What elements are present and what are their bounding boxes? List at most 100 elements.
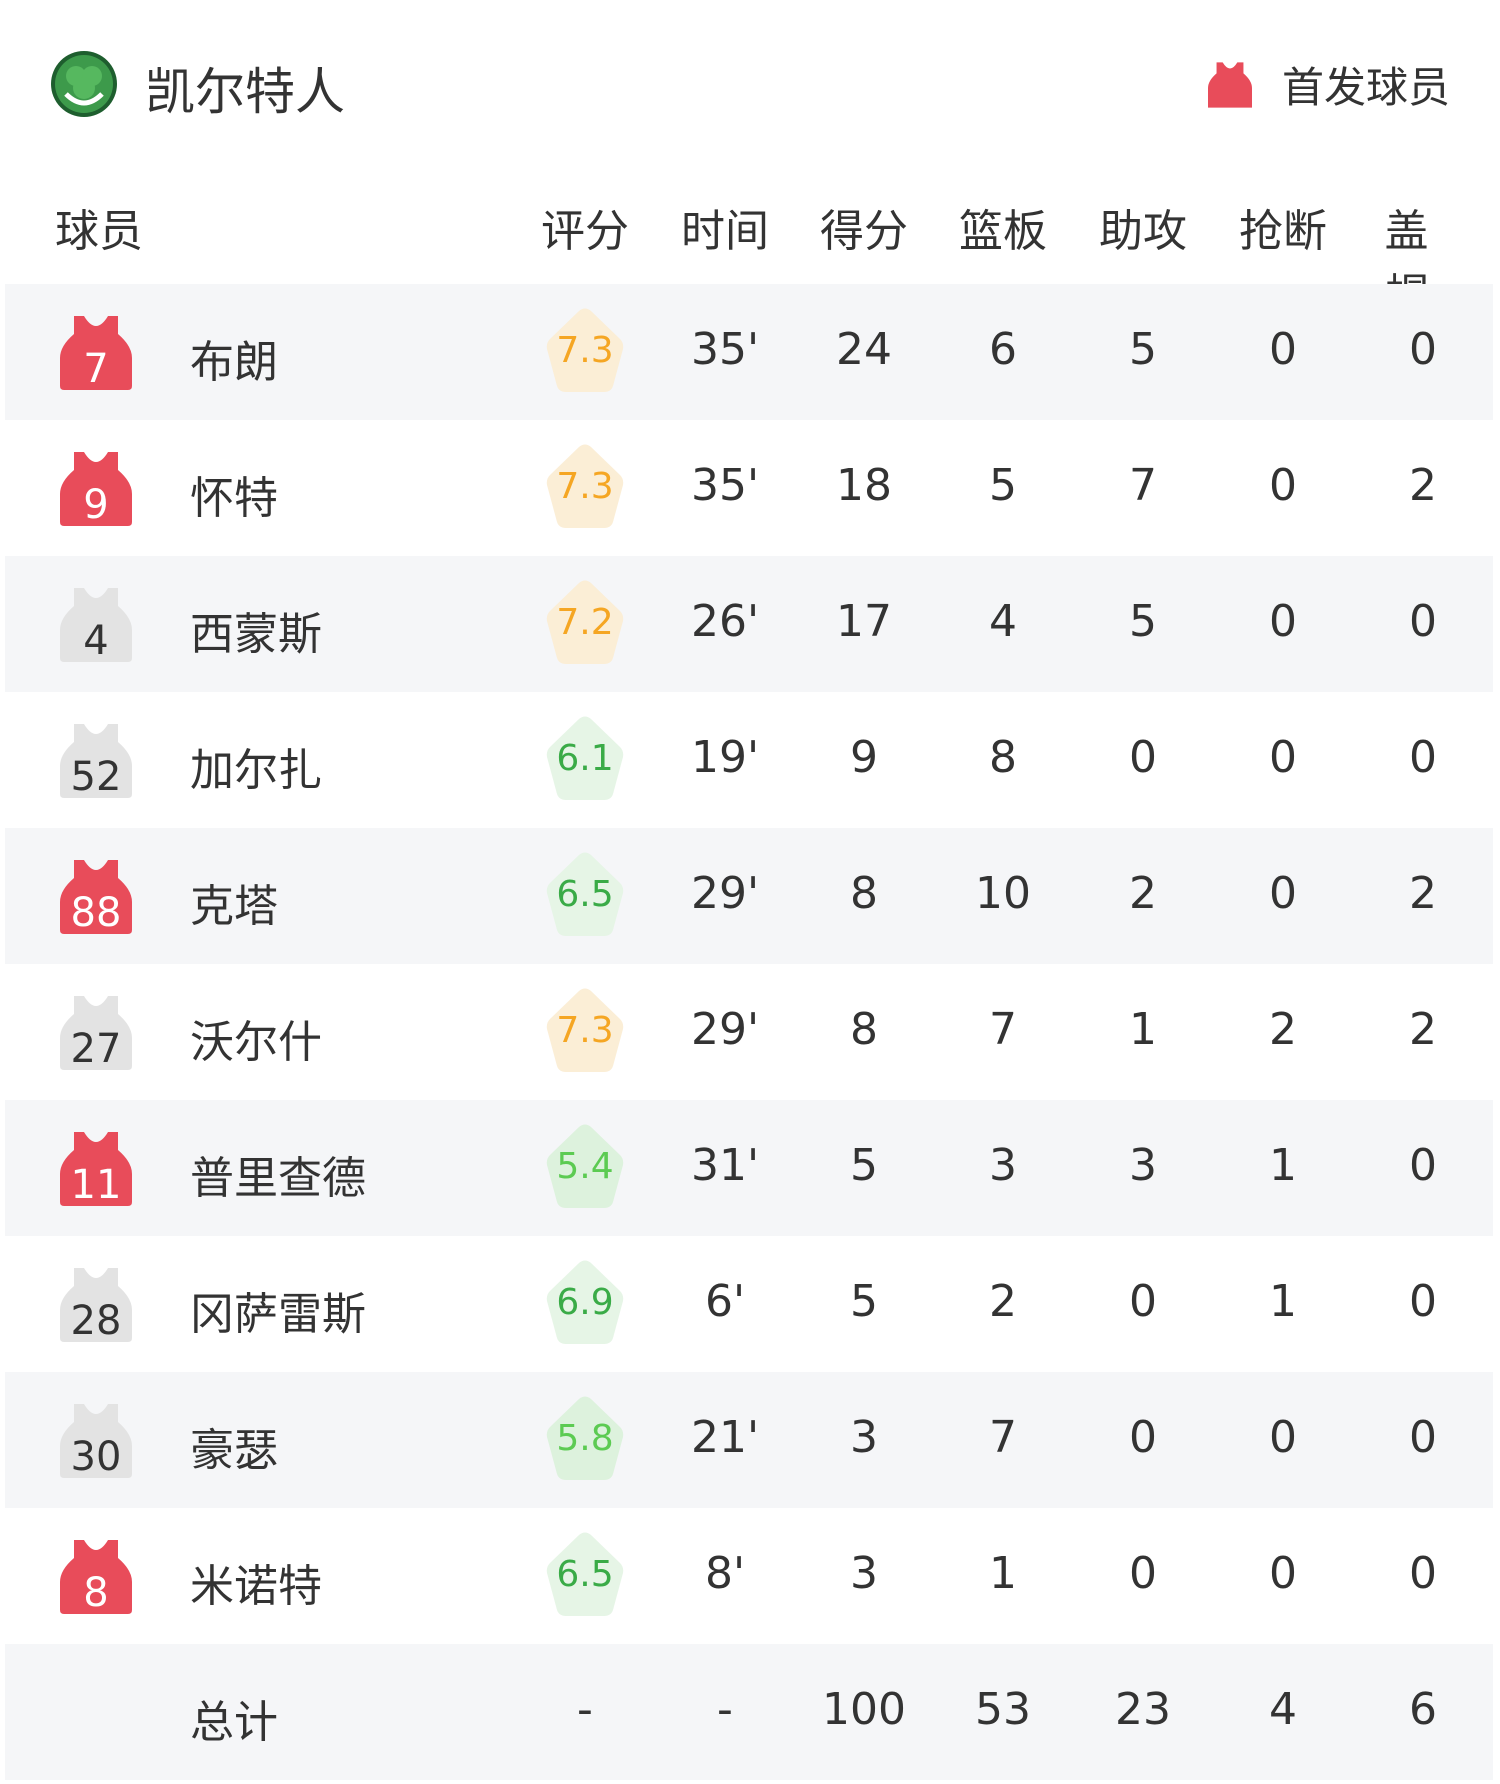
stat-pts: 3: [850, 1412, 878, 1463]
rating-badge: 7.2: [546, 580, 624, 664]
column-header-assists[interactable]: 助攻: [1099, 206, 1187, 257]
player-name[interactable]: 普里查德: [190, 1153, 366, 1204]
rating-value: 7.2: [556, 602, 614, 643]
jersey-icon: 7: [60, 316, 132, 392]
stat-blk: 2: [1409, 1004, 1437, 1055]
player-name[interactable]: 克塔: [190, 881, 278, 932]
rating-value: 6.5: [556, 1554, 614, 1595]
column-header-rating[interactable]: 评分: [541, 206, 629, 257]
stat-reb: 4: [989, 596, 1017, 647]
jersey-icon: 52: [60, 724, 132, 800]
player-name[interactable]: 冈萨雷斯: [190, 1289, 366, 1340]
rating-value: 6.1: [556, 738, 614, 779]
player-row[interactable]: 9 怀特 7.3 35' 18 5 7 0 2: [5, 420, 1493, 556]
stat-reb: 6: [989, 324, 1017, 375]
stat-ast: 5: [1129, 324, 1157, 375]
stat-ast: 0: [1129, 1276, 1157, 1327]
stat-ast: 3: [1129, 1140, 1157, 1191]
rating-badge: 6.1: [546, 716, 624, 800]
player-row[interactable]: 88 克塔 6.5 29' 8 10 2 0 2: [5, 828, 1493, 964]
stat-time: 29': [690, 868, 760, 919]
column-header-rebounds[interactable]: 篮板: [959, 206, 1047, 257]
stat-pts: 17: [836, 596, 892, 647]
stat-stl: 0: [1269, 868, 1297, 919]
stat-pts: 8: [850, 1004, 878, 1055]
player-name[interactable]: 加尔扎: [190, 745, 322, 796]
rating-value: 5.4: [556, 1146, 614, 1187]
total-time: -: [717, 1684, 733, 1735]
stat-pts: 9: [850, 732, 878, 783]
stat-blk: 0: [1409, 1140, 1437, 1191]
stat-blk: 0: [1409, 1276, 1437, 1327]
total-label: 总计: [190, 1697, 278, 1748]
player-name[interactable]: 西蒙斯: [190, 609, 322, 660]
stat-time: 6': [704, 1276, 746, 1327]
jersey-number: 28: [70, 1298, 122, 1344]
stat-reb: 10: [975, 868, 1031, 919]
stat-blk: 0: [1409, 1412, 1437, 1463]
stat-time: 35': [690, 324, 760, 375]
column-header-points[interactable]: 得分: [820, 206, 908, 257]
player-row[interactable]: 4 西蒙斯 7.2 26' 17 4 5 0 0: [5, 556, 1493, 692]
stat-reb: 7: [989, 1004, 1017, 1055]
stat-reb: 3: [989, 1140, 1017, 1191]
jersey-number: 8: [83, 1570, 109, 1616]
stat-reb: 7: [989, 1412, 1017, 1463]
total-rating: -: [577, 1684, 593, 1735]
column-header-blocks[interactable]: 盖帽: [1384, 206, 1429, 321]
stat-pts: 5: [850, 1276, 878, 1327]
jersey-icon: 9: [60, 452, 132, 528]
player-row[interactable]: 30 豪瑟 5.8 21' 3 7 0 0 0: [5, 1372, 1493, 1508]
player-name[interactable]: 豪瑟: [190, 1425, 278, 1476]
stat-time: 26': [690, 596, 760, 647]
stat-time: 19': [690, 732, 760, 783]
jersey-number: 9: [83, 482, 109, 528]
total-reb: 53: [975, 1684, 1031, 1735]
total-pts: 100: [822, 1684, 906, 1735]
jersey-icon: 30: [60, 1404, 132, 1480]
column-header-time[interactable]: 时间: [681, 206, 769, 257]
stat-time: 31': [690, 1140, 760, 1191]
total-ast: 23: [1115, 1684, 1171, 1735]
player-name[interactable]: 布朗: [190, 337, 278, 388]
rating-badge: 6.9: [546, 1260, 624, 1344]
team-name: 凯尔特人: [145, 63, 345, 121]
stat-stl: 0: [1269, 596, 1297, 647]
total-row: 总计 - - 100 53 23 4 6: [5, 1644, 1493, 1780]
stat-stl: 0: [1269, 324, 1297, 375]
stat-blk: 2: [1409, 460, 1437, 511]
player-row[interactable]: 27 沃尔什 7.3 29' 8 7 1 2 2: [5, 964, 1493, 1100]
player-row[interactable]: 8 米诺特 6.5 8' 3 1 0 0 0: [5, 1508, 1493, 1644]
jersey-icon: [1207, 61, 1252, 108]
jersey-number: 88: [70, 890, 122, 936]
jersey-number: 30: [70, 1434, 122, 1480]
player-row[interactable]: 28 冈萨雷斯 6.9 6' 5 2 0 1 0: [5, 1236, 1493, 1372]
stat-reb: 2: [989, 1276, 1017, 1327]
rating-value: 7.3: [556, 1010, 614, 1051]
total-stl: 4: [1269, 1684, 1297, 1735]
stat-pts: 8: [850, 868, 878, 919]
rating-badge: 6.5: [546, 1532, 624, 1616]
column-header-player[interactable]: 球员: [55, 206, 143, 257]
player-row[interactable]: 11 普里查德 5.4 31' 5 3 3 1 0: [5, 1100, 1493, 1236]
stat-stl: 0: [1269, 1548, 1297, 1599]
celtics-logo: [51, 51, 117, 117]
stat-reb: 8: [989, 732, 1017, 783]
column-header-steals[interactable]: 抢断: [1239, 206, 1327, 257]
stat-pts: 18: [836, 460, 892, 511]
stat-ast: 0: [1129, 732, 1157, 783]
stat-pts: 24: [836, 324, 892, 375]
player-name[interactable]: 怀特: [190, 473, 278, 524]
jersey-icon: 88: [60, 860, 132, 936]
player-row[interactable]: 7 布朗 7.3 35' 24 6 5 0 0: [5, 284, 1493, 420]
player-name[interactable]: 沃尔什: [190, 1017, 322, 1068]
rating-badge: 7.3: [546, 444, 624, 528]
player-row[interactable]: 52 加尔扎 6.1 19' 9 8 0 0 0: [5, 692, 1493, 828]
jersey-icon: 28: [60, 1268, 132, 1344]
stat-time: 21': [690, 1412, 760, 1463]
player-name[interactable]: 米诺特: [190, 1561, 322, 1612]
stat-stl: 1: [1269, 1140, 1297, 1191]
stat-ast: 0: [1129, 1412, 1157, 1463]
stat-time: 8': [704, 1548, 746, 1599]
stat-ast: 7: [1129, 460, 1157, 511]
